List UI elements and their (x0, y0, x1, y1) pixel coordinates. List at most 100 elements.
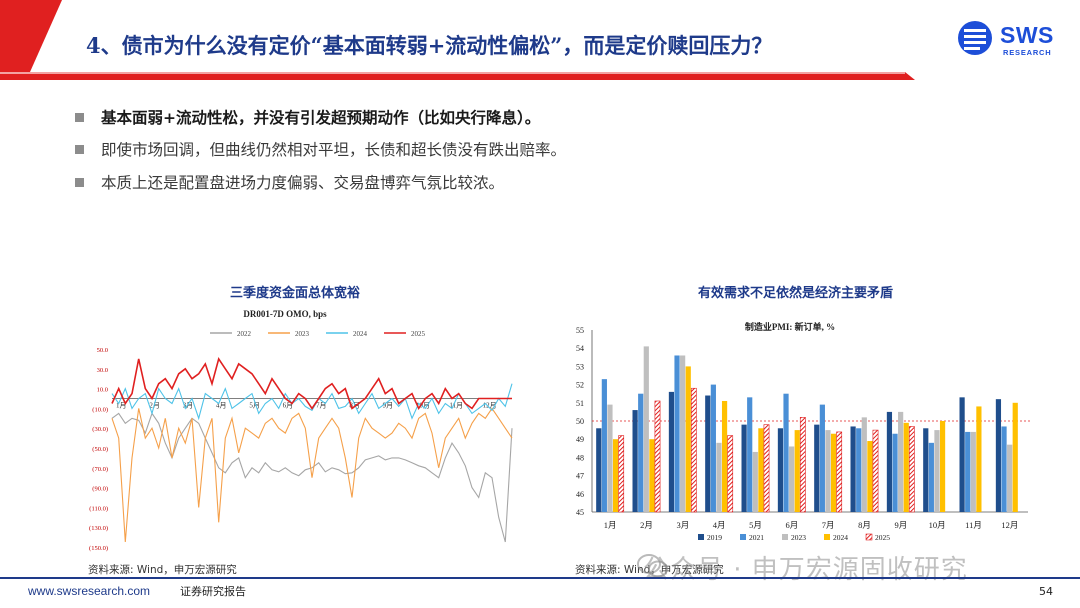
bar-2024 (649, 439, 655, 512)
legend-label: 2024 (833, 533, 848, 542)
y-tick-label: (50.0) (92, 446, 108, 453)
bar-2023 (789, 446, 795, 512)
bar-2024 (939, 421, 946, 512)
legend-label: 2025 (875, 533, 890, 542)
footer-url-link[interactable]: www.swsresearch.com (28, 584, 151, 598)
x-tick-label: 11月 (449, 402, 463, 410)
y-tick-label: 50.0 (97, 347, 108, 354)
bar-2023 (643, 346, 649, 512)
x-tick-label: 10月 (929, 520, 946, 530)
y-tick-label: 54 (576, 344, 584, 353)
bar-2023 (680, 355, 686, 512)
bar-2019 (814, 424, 820, 512)
bar-2025 (872, 429, 879, 513)
x-tick-label: 7月 (316, 402, 327, 410)
y-tick-label: 46 (576, 490, 584, 499)
bar-2024 (794, 430, 800, 512)
wechat-icon (637, 554, 668, 578)
legend-swatch (865, 533, 873, 541)
y-tick-label: (30.0) (92, 426, 108, 433)
bar-2019 (995, 399, 1002, 512)
bullet-item: 基本面弱+流动性松，并没有引发超预期动作（比如央行降息）。 (75, 106, 540, 128)
legend-label: 2021 (749, 533, 764, 542)
bar-2025 (908, 426, 915, 513)
legend-swatch (740, 534, 746, 540)
bar-chart-title: 制造业PMI: 新订单, % (745, 321, 835, 332)
series-line-2025 (111, 356, 512, 411)
bar-2019 (777, 428, 784, 512)
bar-2019 (741, 424, 747, 512)
bar-2019 (959, 397, 965, 512)
y-tick-label: (70.0) (92, 466, 108, 473)
legend-swatch (782, 534, 788, 540)
y-tick-label: 50 (576, 417, 584, 426)
bar-2024 (612, 439, 619, 512)
header-red-shape (0, 0, 62, 72)
bar-2019 (886, 411, 893, 512)
bar-2024 (721, 400, 728, 512)
legend-label: 2022 (237, 330, 252, 338)
logo-text: SWS (1000, 22, 1054, 48)
y-tick-label: (130.0) (89, 525, 108, 532)
bar-2021 (638, 393, 644, 512)
bar-2019 (705, 395, 711, 512)
page-title: 4、债市为什么没有定价“基本面转弱+流动性偏松”，而是定价赎回压力？ (86, 33, 773, 58)
x-tick-label: 5月 (249, 402, 259, 410)
bar-2023 (752, 451, 758, 512)
right-chart-heading: 有效需求不足依然是经济主要矛盾 (698, 286, 894, 301)
legend-swatch (824, 534, 830, 540)
logo-subtext: RESEARCH (1003, 48, 1052, 57)
x-tick-label: 6月 (283, 402, 294, 410)
header-divider (0, 72, 915, 80)
bullet-item: 本质上还是配置盘进场力度偏弱、交易盘博弈气氛比较浓。 (75, 171, 504, 193)
bullet-square-icon (75, 113, 84, 122)
bar-2023 (1007, 444, 1013, 512)
bar-2025 (763, 424, 770, 513)
sws-logo-icon (958, 21, 992, 55)
bullet-text: 本质上还是配置盘进场力度偏弱、交易盘博弈气氛比较浓。 (101, 174, 505, 192)
bar-2021 (819, 404, 825, 512)
bar-2025 (654, 400, 661, 513)
bar-2025 (690, 387, 697, 513)
x-tick-label: 9月 (894, 520, 907, 530)
line-chart: DR001-7D OMO, bps 2022 2023 2024 2025 50.0 30.… (89, 309, 513, 552)
bar-2019 (668, 391, 675, 512)
x-tick-label: 10月 (416, 402, 430, 410)
y-tick-label: 55 (576, 326, 584, 335)
y-tick-label: 53 (576, 362, 584, 371)
bar-2025 (727, 435, 734, 513)
legend-label: 2023 (295, 330, 310, 338)
bar-2019 (632, 410, 638, 512)
bar-2024 (976, 406, 982, 512)
bar-2023 (825, 430, 831, 512)
y-tick-label: (150.0) (89, 545, 108, 552)
bar-2024 (903, 422, 909, 512)
y-tick-label: (10.0) (92, 406, 108, 413)
bar-2021 (1001, 426, 1007, 512)
legend-label: 2019 (707, 533, 722, 542)
bar-2025 (836, 431, 843, 513)
bar-2019 (596, 428, 602, 512)
footer-report-label: 证券研究报告 (180, 585, 246, 598)
bar-2023 (607, 404, 613, 512)
y-tick-label: 45 (576, 508, 584, 517)
bar-2021 (928, 442, 934, 512)
watermark-text: 公众号 · 申万宏源固收研究 (643, 555, 968, 585)
bullet-text: 即使市场回调，但曲线仍然相对平坦，长债和超长债没有跌出赔率。 (101, 141, 567, 159)
y-tick-label: 48 (576, 453, 584, 462)
bar-2024 (685, 366, 691, 512)
y-tick-label: 10.0 (97, 387, 108, 394)
x-tick-label: 4月 (216, 402, 227, 410)
bar-2021 (965, 431, 971, 512)
legend-label: 2024 (353, 330, 368, 338)
bar-2023 (716, 442, 722, 512)
bar-2019 (923, 428, 929, 512)
x-tick-label: 1月 (116, 402, 127, 410)
bullet-square-icon (75, 145, 84, 154)
x-tick-label: 1月 (604, 520, 617, 530)
bar-2023 (970, 431, 976, 512)
legend-label: 2023 (791, 533, 806, 542)
left-chart-heading: 三季度资金面总体宽裕 (230, 286, 361, 301)
bar-2021 (674, 355, 680, 512)
